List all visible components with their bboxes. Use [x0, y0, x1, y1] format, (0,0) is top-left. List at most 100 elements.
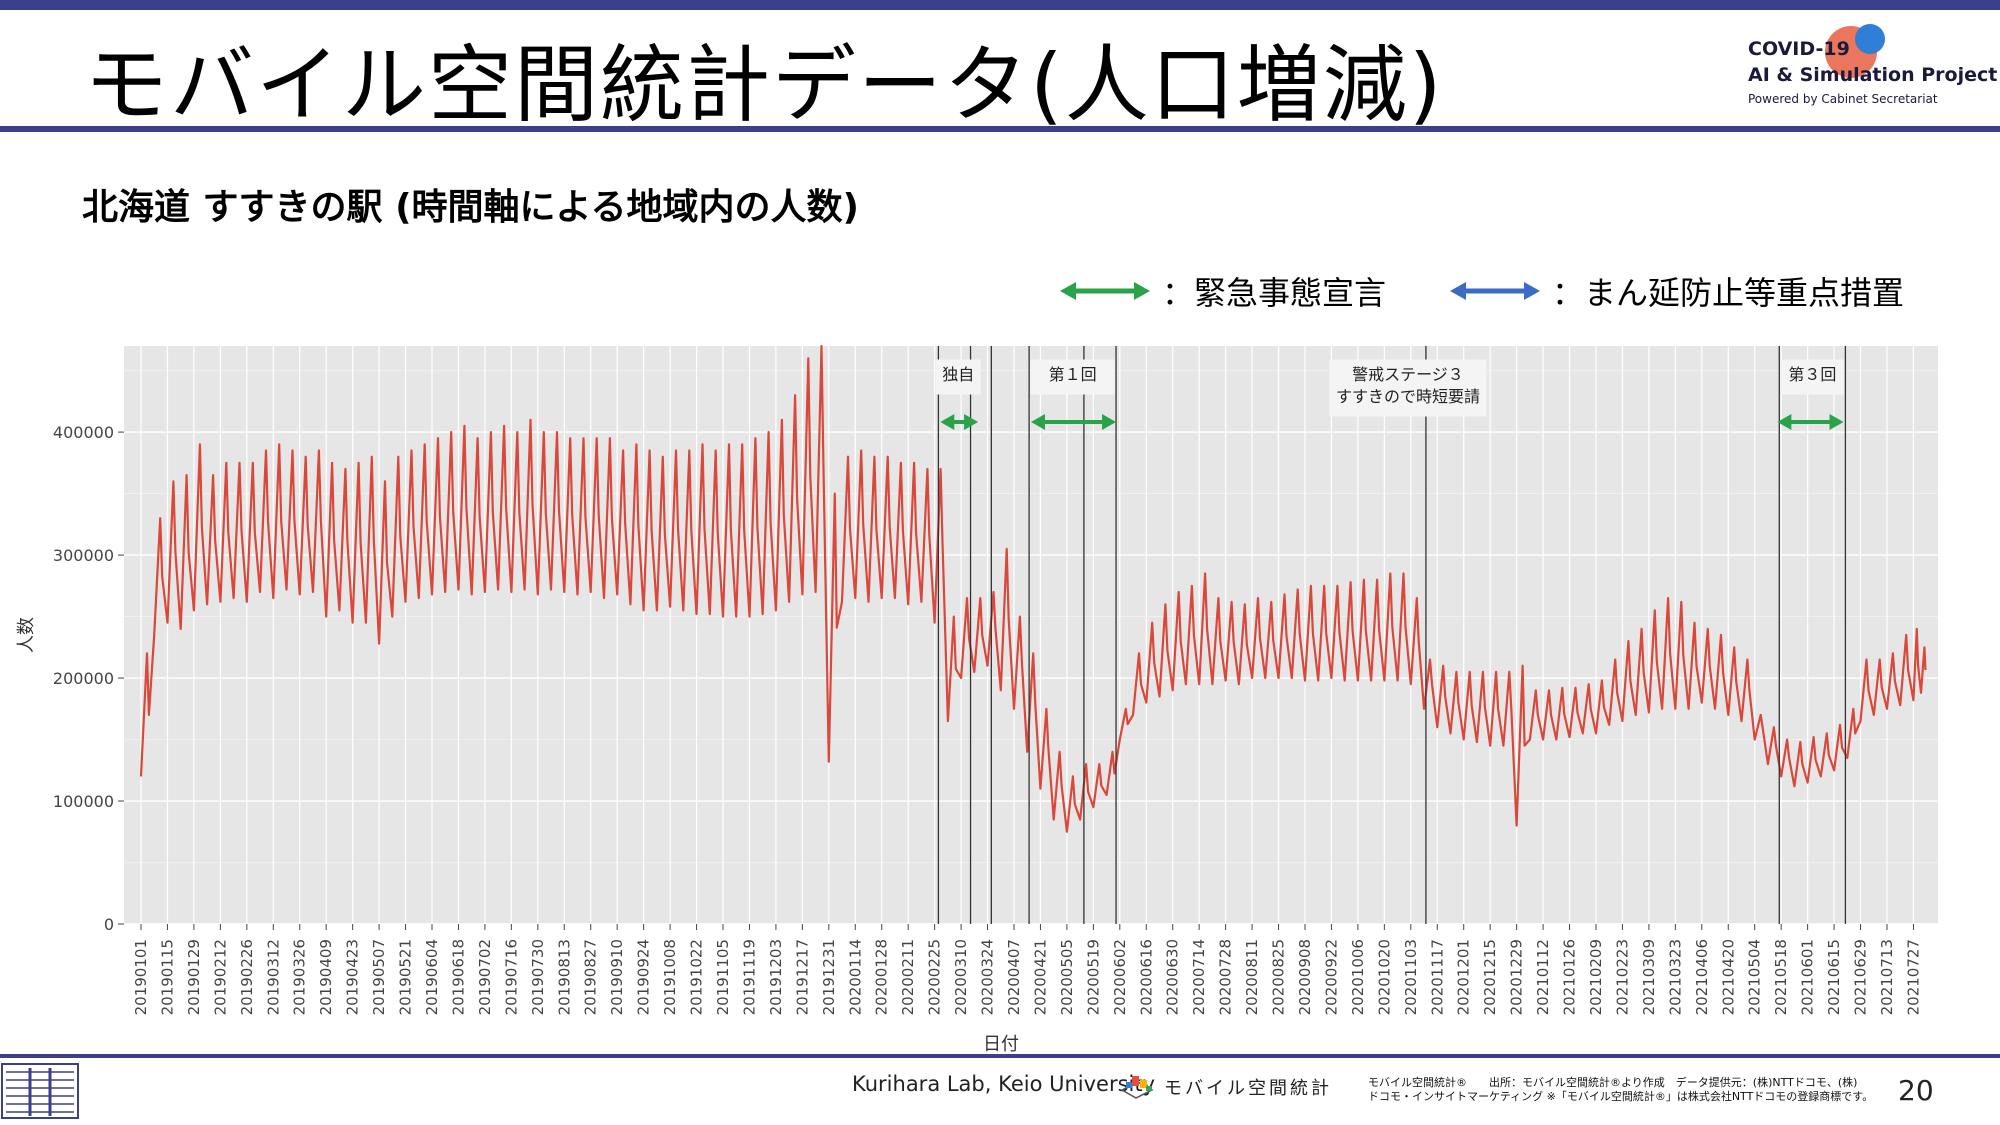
- footer-source-note: モバイル空間統計® 出所：モバイル空間統計®より作成 データ提供元：(株)NTT…: [1368, 1076, 1873, 1104]
- y-tick-label: 300000: [53, 546, 114, 565]
- y-tick-label: 400000: [53, 423, 114, 442]
- x-tick-label: 20210112: [1534, 939, 1552, 1015]
- x-tick-label: 20201201: [1455, 939, 1473, 1015]
- x-tick-label: 20190521: [397, 939, 415, 1015]
- x-tick-label: 20191022: [688, 939, 706, 1015]
- x-tick-label: 20191231: [820, 939, 838, 1015]
- x-tick-label: 20210601: [1799, 939, 1817, 1015]
- x-tick-label: 20190115: [158, 939, 176, 1015]
- x-tick-label: 20200630: [1164, 939, 1182, 1015]
- x-tick-label: 20210713: [1878, 939, 1896, 1015]
- x-tick-label: 20190129: [185, 939, 203, 1015]
- emergency-arrow-head-right: [964, 414, 979, 430]
- legend-item-priority: ：まん延防止等重点措置: [1450, 268, 1904, 314]
- brand-line-2: AI & Simulation Project: [1748, 64, 1998, 86]
- x-tick-label: 20190212: [211, 939, 229, 1015]
- brand-line-1: COVID-19: [1748, 38, 1850, 60]
- annotation-box: [1030, 359, 1115, 395]
- x-tick-label: 20210209: [1587, 939, 1605, 1015]
- page-number: 20: [1898, 1074, 1934, 1107]
- x-tick-label: 20200616: [1137, 939, 1155, 1015]
- double-arrow-green-icon: [1060, 282, 1150, 300]
- population-line-chart: 0 100000 200000 300000 400000 20190101 2019011…: [16, 344, 1938, 1055]
- x-tick-label: 20190910: [608, 939, 626, 1015]
- annotation-label: 第３回: [1788, 365, 1836, 384]
- keio-lab-logo: [1, 1063, 79, 1119]
- annotation-box: [1780, 359, 1845, 395]
- annotation-label: 第１回: [1049, 365, 1097, 384]
- x-tick-label: 20191008: [661, 939, 679, 1015]
- footer-divider: [0, 1054, 2000, 1058]
- x-tick-label: 20200407: [1005, 939, 1023, 1015]
- x-tick-label: 20210406: [1693, 939, 1711, 1015]
- brand-line-3: Powered by Cabinet Secretariat: [1748, 92, 1938, 106]
- x-tick-label: 20200811: [1243, 939, 1261, 1015]
- x-tick-label: 20200908: [1296, 939, 1314, 1015]
- annotation-label: 警戒ステージ３: [1352, 365, 1464, 384]
- x-tick-label: 20201215: [1481, 939, 1499, 1015]
- mobile-stats-logo: モバイル空間統計: [1118, 1070, 1332, 1104]
- y-tick-label: 0: [104, 915, 114, 934]
- x-tick-label: 20190101: [132, 939, 150, 1015]
- top-border-bar: [0, 0, 2000, 10]
- x-tick-label: 20200602: [1111, 939, 1129, 1015]
- x-tick-label: 20200310: [952, 939, 970, 1015]
- legend-label-priority: ：まん延防止等重点措置: [1552, 274, 1905, 312]
- x-tick-label: 20191203: [767, 939, 785, 1015]
- x-tick-label: 20200728: [1217, 939, 1235, 1015]
- x-tick-label: 20200519: [1084, 939, 1102, 1015]
- x-tick-label: 20200128: [873, 939, 891, 1015]
- x-tick-label: 20190813: [555, 939, 573, 1015]
- x-tick-label: 20190702: [476, 939, 494, 1015]
- brand-block: COVID-19 AI & Simulation Project Powered…: [1748, 36, 1997, 110]
- x-tick-label: 20190618: [449, 939, 467, 1015]
- double-arrow-blue-icon: [1450, 282, 1540, 300]
- brand-logo-blue-dot: [1855, 24, 1885, 54]
- x-tick-label: 20210504: [1746, 939, 1764, 1015]
- x-tick-label: 20200922: [1322, 939, 1340, 1015]
- annotation-box: [1329, 359, 1487, 417]
- x-tick-label: 20210420: [1719, 939, 1737, 1015]
- x-tick-label: 20191105: [714, 939, 732, 1015]
- x-tick-label: 20200324: [979, 939, 997, 1015]
- mobile-stats-logo-text: モバイル空間統計: [1164, 1078, 1332, 1099]
- legend-item-emergency: ：緊急事態宣言: [1060, 268, 1386, 314]
- x-tick-label: 20200114: [846, 939, 864, 1015]
- x-tick-label: 20190827: [582, 939, 600, 1015]
- chart-container: 0 100000 200000 300000 400000 20190101 2019011…: [0, 330, 2000, 1060]
- x-tick-label: 20200825: [1270, 939, 1288, 1015]
- x-tick-label: 20190730: [529, 939, 547, 1015]
- x-tick-label: 20210223: [1613, 939, 1631, 1015]
- x-tick-label: 20210126: [1561, 939, 1579, 1015]
- x-tick-label: 20201103: [1402, 939, 1420, 1015]
- x-tick-label: 20201117: [1428, 939, 1446, 1015]
- x-tick-label: 20210615: [1825, 939, 1843, 1015]
- chart-subtitle: 北海道 すすきの駅 (時間軸による地域内の人数): [82, 187, 859, 228]
- x-tick-label: 20190312: [264, 939, 282, 1015]
- x-tick-label: 20190507: [370, 939, 388, 1015]
- x-tick-label: 20200421: [1031, 939, 1049, 1015]
- x-tick-label: 20201020: [1375, 939, 1393, 1015]
- x-tick-label: 20190716: [502, 939, 520, 1015]
- x-axis-title: 日付: [983, 1034, 1019, 1055]
- x-tick-label: 20201006: [1349, 939, 1367, 1015]
- x-tick-label: 20210727: [1904, 939, 1922, 1015]
- x-tick-label: 20190326: [291, 939, 309, 1015]
- x-tick-label: 20191217: [793, 939, 811, 1015]
- annotation-box: [935, 359, 981, 395]
- emergency-arrow-head-left: [1031, 414, 1045, 430]
- mobile-stats-cube-icon: [1120, 1076, 1154, 1099]
- slide-title: モバイル空間統計データ(人口増減): [84, 36, 1444, 134]
- footer-note-line-2: ドコモ・インサイトマーケティング ※「モバイル空間統計®」は株式会社NTTドコモ…: [1368, 1090, 1874, 1103]
- x-tick-label: 20200714: [1190, 939, 1208, 1015]
- emergency-arrow-head-left: [940, 414, 955, 430]
- footer-note-line-1: モバイル空間統計® 出所：モバイル空間統計®より作成 データ提供元：(株)NTT…: [1368, 1076, 1858, 1089]
- annotation-label: 独自: [942, 365, 974, 384]
- x-tick-label: 20210309: [1640, 939, 1658, 1015]
- x-tick-label: 20190226: [238, 939, 256, 1015]
- legend-label-emergency: ：緊急事態宣言: [1162, 274, 1387, 312]
- x-tick-label: 20210518: [1772, 939, 1790, 1015]
- x-tick-label: 20190924: [635, 939, 653, 1015]
- emergency-arrow-head-right: [1102, 414, 1117, 430]
- x-tick-label: 20190423: [344, 939, 362, 1015]
